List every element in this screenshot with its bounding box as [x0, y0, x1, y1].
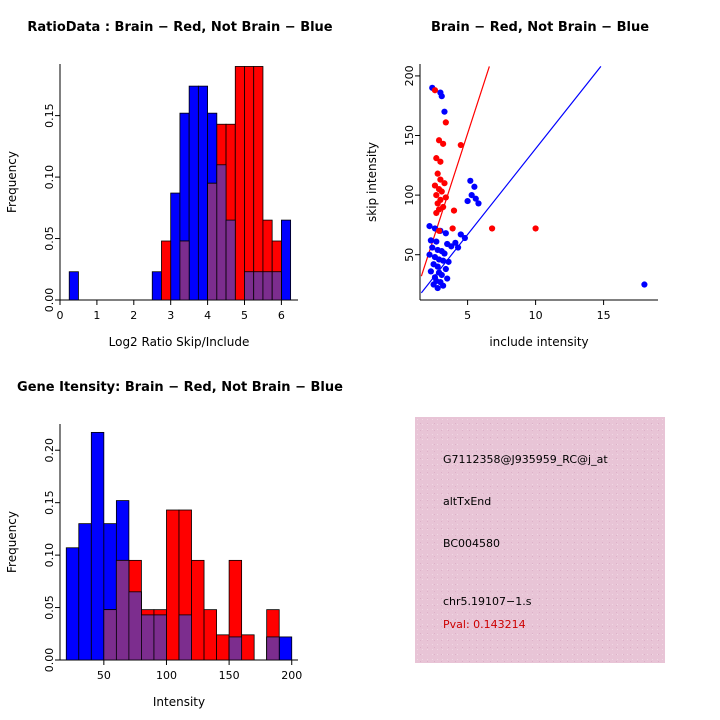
probe-id-text: G7112358@J935959_RC@j_at	[443, 453, 608, 466]
svg-text:3: 3	[167, 309, 174, 322]
svg-text:0.10: 0.10	[43, 543, 56, 568]
svg-text:200: 200	[281, 669, 302, 682]
gene-intensity-histogram-panel: Gene Itensity: Brain − Red, Not Brain − …	[0, 360, 360, 720]
intensity-scatter-panel: Brain − Red, Not Brain − Blue 5 10 15 50 100…	[360, 0, 720, 360]
svg-text:2: 2	[130, 309, 137, 322]
svg-text:0.20: 0.20	[43, 438, 56, 463]
svg-text:0.05: 0.05	[43, 226, 56, 251]
svg-text:include intensity: include intensity	[489, 335, 588, 349]
svg-text:50: 50	[403, 248, 416, 262]
svg-text:10: 10	[529, 309, 543, 322]
svg-text:Frequency: Frequency	[5, 151, 19, 213]
svg-text:Frequency: Frequency	[5, 511, 19, 573]
svg-text:150: 150	[219, 669, 240, 682]
ratio-histogram: 0 1 2 3 4 5 6 0.00 0.05 0.10 0.15 Log2 Ratio Skip/I…	[5, 64, 298, 349]
svg-text:0: 0	[57, 309, 64, 322]
intensity-scatter-title: Brain − Red, Not Brain − Blue	[430, 20, 650, 35]
svg-text:100: 100	[403, 185, 416, 206]
gene-intensity-histogram: 50 100 150 200 0.00 0.05 0.10 0.15 0.20 Intensity…	[5, 424, 302, 709]
ratio-histogram-panel: RatioData : Brain − Red, Not Brain − Blu…	[0, 0, 360, 360]
svg-text:100: 100	[156, 669, 177, 682]
accession-text: BC004580	[443, 537, 501, 550]
ratio-histogram-title: RatioData : Brain − Red, Not Brain − Blu…	[27, 20, 333, 35]
pval-text: Pval: 0.143214	[443, 618, 526, 631]
svg-text:50: 50	[97, 669, 111, 682]
svg-text:Log2 Ratio Skip/Include: Log2 Ratio Skip/Include	[109, 335, 250, 349]
svg-text:0.05: 0.05	[43, 595, 56, 620]
svg-text:150: 150	[403, 125, 416, 146]
svg-text:skip intensity: skip intensity	[365, 142, 379, 222]
info-panel-cell: G7112358@J935959_RC@j_at altTxEnd BC0045…	[360, 360, 720, 720]
svg-text:0.15: 0.15	[43, 490, 56, 515]
svg-text:Intensity: Intensity	[153, 695, 205, 709]
svg-text:0.00: 0.00	[43, 648, 56, 673]
locus-text: chr5.19107−1.s	[443, 595, 532, 608]
svg-text:0.10: 0.10	[43, 165, 56, 190]
probe-info-box: G7112358@J935959_RC@j_at altTxEnd BC0045…	[415, 417, 665, 663]
svg-text:0.15: 0.15	[43, 103, 56, 128]
svg-text:5: 5	[464, 309, 471, 322]
gene-intensity-histogram-title: Gene Itensity: Brain − Red, Not Brain − …	[17, 380, 343, 395]
svg-text:1: 1	[93, 309, 100, 322]
svg-text:200: 200	[403, 65, 416, 86]
svg-text:5: 5	[241, 309, 248, 322]
intensity-scatter: 5 10 15 50 100 150 200 include intensity skip in…	[365, 64, 658, 349]
svg-text:15: 15	[597, 309, 611, 322]
event-type-text: altTxEnd	[443, 495, 492, 508]
svg-text:4: 4	[204, 309, 211, 322]
svg-text:6: 6	[278, 309, 285, 322]
svg-text:0.00: 0.00	[43, 288, 56, 313]
